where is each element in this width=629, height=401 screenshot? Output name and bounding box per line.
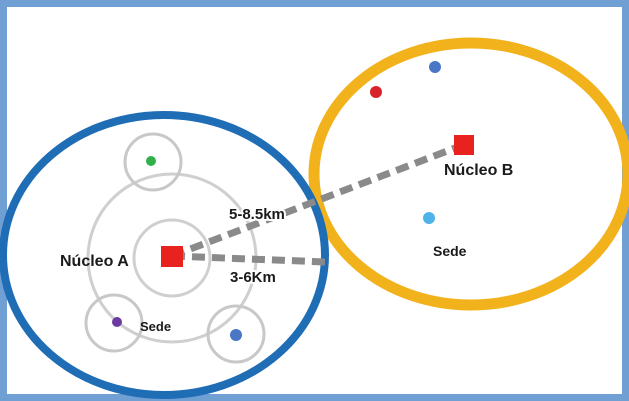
dot-lightblue: [423, 212, 435, 224]
nucleo-b-label: Núcleo B: [444, 162, 513, 179]
sede-label-left: Sede: [140, 319, 171, 334]
connector-to-nucleo-b: [170, 141, 465, 260]
cluster-a-ring: [0, 111, 329, 399]
svg-text:3-6Km: 3-6Km: [230, 269, 276, 286]
satellite-ring-bottom-right: [206, 304, 266, 364]
nucleo-b-square: [454, 135, 474, 155]
dot-purple: [112, 317, 122, 327]
sede-label-right: Sede: [433, 243, 467, 259]
distance-label-to-edge: 3-6Km: [230, 269, 276, 286]
dot-green: [146, 156, 156, 166]
cluster-b-ring: [308, 37, 629, 311]
inner-gray-ring: [132, 218, 212, 298]
distance-label-to-nucleo-b: 5-8.5km: [229, 206, 285, 223]
dot-blue: [230, 329, 242, 341]
nucleo-a-label: Núcleo A: [60, 253, 129, 270]
svg-text:5-8.5km: 5-8.5km: [229, 206, 285, 223]
satellite-ring-bottom-left: [84, 293, 144, 353]
dot-red: [370, 86, 382, 98]
dot-blue-top: [429, 61, 441, 73]
connector-to-cluster-edge: [171, 252, 327, 266]
satellite-ring-top: [123, 132, 183, 192]
nucleo-a-square: [161, 246, 183, 267]
